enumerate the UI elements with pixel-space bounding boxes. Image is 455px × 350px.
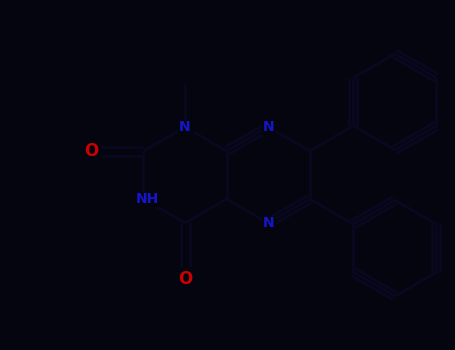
Text: O: O bbox=[178, 270, 192, 288]
Text: N: N bbox=[179, 120, 191, 134]
Bar bbox=[178, 120, 192, 133]
Bar bbox=[136, 193, 159, 205]
Text: N: N bbox=[263, 216, 274, 230]
Bar bbox=[262, 217, 275, 230]
Text: N: N bbox=[263, 120, 274, 134]
Bar bbox=[178, 272, 192, 286]
Bar bbox=[262, 120, 275, 133]
Text: NH: NH bbox=[136, 192, 159, 206]
Bar bbox=[83, 144, 100, 158]
Text: O: O bbox=[84, 142, 99, 160]
